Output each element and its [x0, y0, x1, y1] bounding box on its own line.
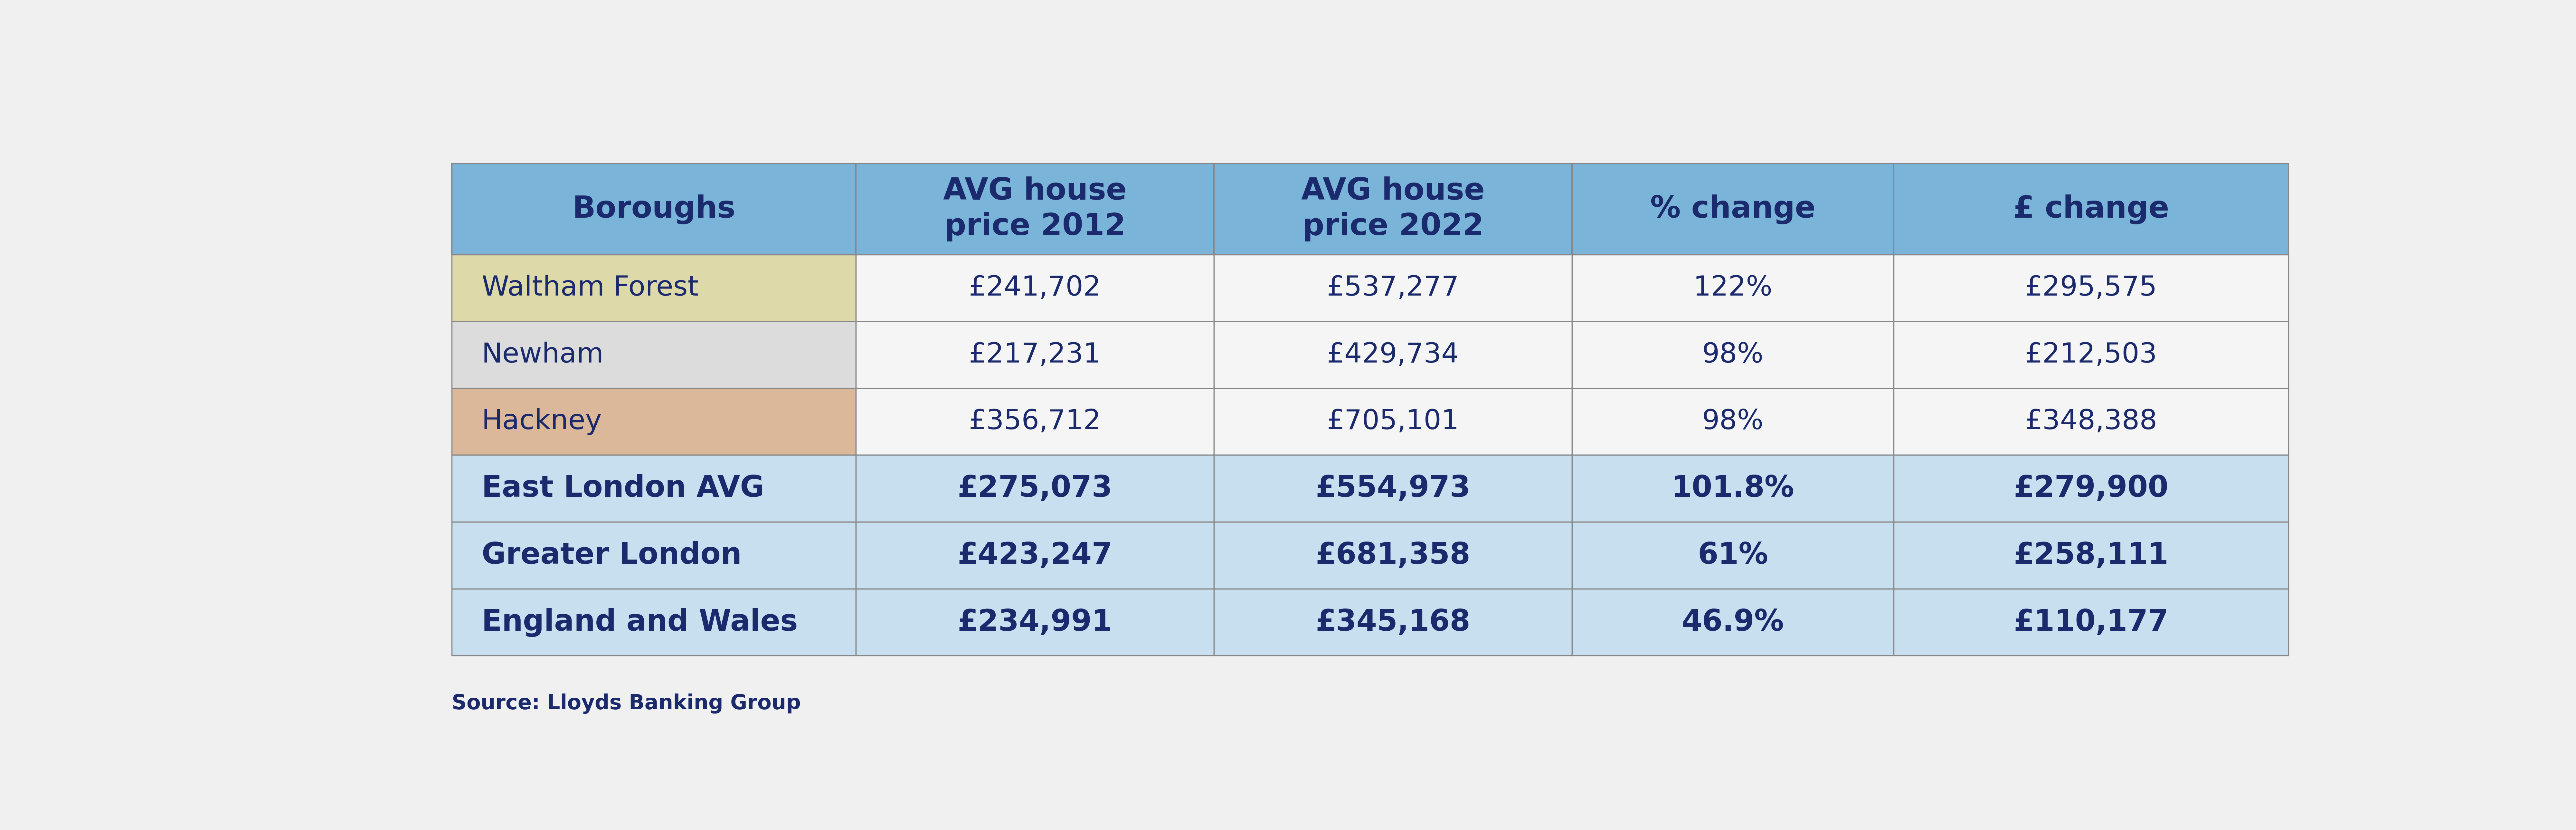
- Bar: [1893, 255, 2287, 321]
- Text: 46.9%: 46.9%: [1682, 608, 1785, 637]
- Text: £241,702: £241,702: [969, 275, 1100, 301]
- Text: £ change: £ change: [2012, 194, 2169, 224]
- Text: 98%: 98%: [1703, 408, 1765, 435]
- Bar: [1893, 388, 2287, 455]
- Bar: [451, 522, 855, 588]
- Text: AVG house
price 2012: AVG house price 2012: [943, 177, 1126, 242]
- Text: England and Wales: England and Wales: [482, 608, 799, 637]
- Text: Greater London: Greater London: [482, 541, 742, 570]
- Text: East London AVG: East London AVG: [482, 474, 765, 503]
- Bar: [1213, 522, 1571, 588]
- Bar: [1893, 588, 2287, 656]
- Text: 98%: 98%: [1703, 341, 1765, 369]
- Text: £348,388: £348,388: [2025, 408, 2156, 435]
- Text: £110,177: £110,177: [2014, 608, 2169, 637]
- Bar: [1571, 455, 1893, 522]
- Text: Boroughs: Boroughs: [572, 194, 734, 224]
- Text: % change: % change: [1651, 194, 1816, 224]
- Bar: [855, 455, 1213, 522]
- Bar: [855, 255, 1213, 321]
- Text: £537,277: £537,277: [1327, 275, 1458, 301]
- Bar: [451, 164, 855, 255]
- Text: 122%: 122%: [1692, 275, 1772, 301]
- Text: AVG house
price 2022: AVG house price 2022: [1301, 177, 1484, 242]
- Bar: [855, 388, 1213, 455]
- Text: Source: Lloyds Banking Group: Source: Lloyds Banking Group: [451, 693, 801, 714]
- Text: £279,900: £279,900: [2014, 474, 2169, 503]
- Text: £217,231: £217,231: [969, 341, 1100, 369]
- Bar: [451, 321, 855, 388]
- Bar: [1213, 455, 1571, 522]
- Text: £356,712: £356,712: [969, 408, 1100, 435]
- Text: Waltham Forest: Waltham Forest: [482, 275, 698, 301]
- Bar: [1571, 321, 1893, 388]
- Text: £554,973: £554,973: [1316, 474, 1471, 503]
- Text: £295,575: £295,575: [2025, 275, 2156, 301]
- Bar: [451, 388, 855, 455]
- Bar: [1893, 164, 2287, 255]
- Bar: [855, 164, 1213, 255]
- Text: 101.8%: 101.8%: [1672, 474, 1795, 503]
- Bar: [855, 588, 1213, 656]
- Bar: [1213, 321, 1571, 388]
- Bar: [1571, 522, 1893, 588]
- Bar: [855, 522, 1213, 588]
- Bar: [1893, 455, 2287, 522]
- Bar: [1571, 588, 1893, 656]
- Text: £345,168: £345,168: [1316, 608, 1471, 637]
- Text: £275,073: £275,073: [958, 474, 1113, 503]
- Text: £234,991: £234,991: [958, 608, 1113, 637]
- Text: £212,503: £212,503: [2025, 341, 2156, 369]
- Bar: [451, 588, 855, 656]
- Bar: [1213, 255, 1571, 321]
- Text: 61%: 61%: [1698, 541, 1767, 570]
- Bar: [1213, 388, 1571, 455]
- Text: £423,247: £423,247: [958, 541, 1113, 570]
- Bar: [1571, 255, 1893, 321]
- Text: £258,111: £258,111: [2014, 541, 2169, 570]
- Bar: [451, 455, 855, 522]
- Bar: [855, 321, 1213, 388]
- Bar: [1213, 164, 1571, 255]
- Bar: [451, 255, 855, 321]
- Text: £681,358: £681,358: [1316, 541, 1471, 570]
- Bar: [1213, 588, 1571, 656]
- Text: £705,101: £705,101: [1327, 408, 1458, 435]
- Text: £429,734: £429,734: [1327, 341, 1458, 369]
- Bar: [1571, 164, 1893, 255]
- Bar: [1893, 321, 2287, 388]
- Text: Newham: Newham: [482, 341, 603, 369]
- Bar: [1571, 388, 1893, 455]
- Bar: [1893, 522, 2287, 588]
- Text: Hackney: Hackney: [482, 408, 603, 435]
